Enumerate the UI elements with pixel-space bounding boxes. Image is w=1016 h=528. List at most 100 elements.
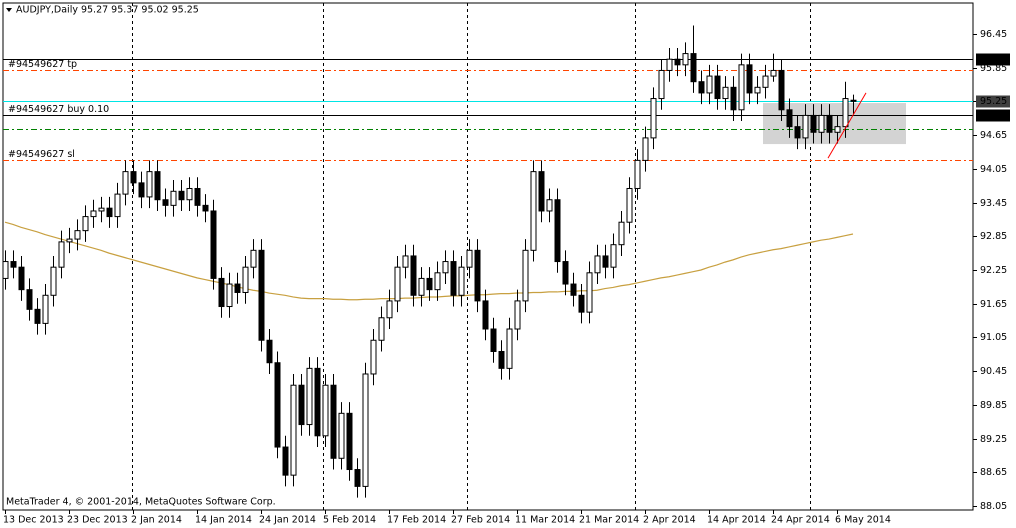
level-label: #94549627 tp <box>8 59 77 70</box>
candle-body <box>322 384 329 437</box>
candle-body <box>426 277 433 291</box>
candle-body <box>42 294 49 324</box>
candle-body <box>482 300 489 330</box>
candle-body <box>50 266 57 296</box>
candle-body <box>234 283 241 293</box>
x-tick-label: 14 Apr 2014 <box>707 515 766 526</box>
candle-body <box>762 75 769 88</box>
candle-body <box>258 249 265 341</box>
candle-body <box>146 171 153 198</box>
candle-body <box>194 187 201 206</box>
candle-body <box>202 204 209 212</box>
candle-body <box>538 171 545 212</box>
candle-body <box>26 289 33 310</box>
price-box <box>976 53 1010 66</box>
candle-body <box>634 159 641 189</box>
chart-title: AUDJPY,Daily 95.27 95.37 95.02 95.25 <box>16 5 199 16</box>
candle-body <box>458 266 465 296</box>
candle-body <box>306 367 313 426</box>
candle-body <box>698 81 705 94</box>
x-tick-label: 24 Jan 2014 <box>259 515 316 526</box>
candle-body <box>178 190 185 201</box>
candle-body <box>2 261 9 279</box>
candle-body <box>818 114 825 133</box>
candle-body <box>98 207 105 212</box>
x-tick-label: 2 Jan 2014 <box>131 515 182 526</box>
x-tick-label: 27 Feb 2014 <box>451 515 510 526</box>
candle-body <box>602 255 609 268</box>
candle-body <box>690 53 697 83</box>
candle-body <box>546 199 553 212</box>
x-tick-label: 17 Feb 2014 <box>387 515 446 526</box>
candle-body <box>242 266 249 293</box>
candle-body <box>466 249 473 268</box>
candle-body <box>530 171 537 251</box>
candle-body <box>810 114 817 133</box>
y-tick-label: 94.05 <box>980 164 1007 175</box>
candle-body <box>594 255 601 274</box>
plot-frame <box>2 2 974 511</box>
y-tick-label: 96.45 <box>980 29 1007 40</box>
candle-body <box>10 261 17 268</box>
candle-body <box>730 86 737 111</box>
menu-arrow <box>6 8 12 12</box>
candle-body <box>786 109 793 128</box>
level-label: #94549627 sl <box>8 149 75 160</box>
x-tick-label: 2 Apr 2014 <box>643 515 696 526</box>
candle-body <box>138 182 145 198</box>
candle-body <box>506 328 513 369</box>
candle-body <box>186 187 193 201</box>
x-tick-label: 13 Dec 2013 <box>3 515 64 526</box>
candle-body <box>626 187 633 223</box>
candle-body <box>274 362 281 448</box>
x-tick-label: 5 Feb 2014 <box>323 515 376 526</box>
candle-body <box>314 367 321 437</box>
x-tick-label: 21 Mar 2014 <box>579 515 639 526</box>
candle-body <box>170 190 177 206</box>
candle-body <box>770 69 777 77</box>
level-label: #94549627 buy 0.10 <box>8 104 109 115</box>
candle-body <box>610 244 617 268</box>
candle-body <box>90 210 97 218</box>
candle-body <box>754 86 761 94</box>
candle-body <box>346 412 353 471</box>
candle-body <box>282 446 289 476</box>
y-tick-label: 91.65 <box>980 299 1007 310</box>
candle-body <box>418 277 425 296</box>
candle-body <box>66 238 73 243</box>
candle-body <box>210 210 217 279</box>
level-axis-label: 96.00 <box>980 54 1007 65</box>
candle-body <box>434 272 441 291</box>
candle-body <box>474 249 481 302</box>
candle-body <box>378 317 385 341</box>
candle-body <box>514 300 521 330</box>
candle-body <box>250 249 257 268</box>
candle-body <box>218 277 225 308</box>
candle-body <box>394 266 401 302</box>
candle-body <box>82 216 89 232</box>
candles <box>2 25 867 498</box>
y-tick-label: 89.85 <box>980 400 1007 411</box>
candle-body <box>618 221 625 246</box>
candle-body <box>370 339 377 375</box>
x-tick-label: 6 May 2014 <box>835 515 891 526</box>
y-tick-label: 88.65 <box>980 467 1007 478</box>
candle-body <box>658 69 665 100</box>
candle-body <box>354 469 361 487</box>
candle-body <box>850 99 857 102</box>
candle-body <box>738 64 745 111</box>
candle-body <box>402 255 409 268</box>
candle-body <box>746 64 753 94</box>
x-tick-label: 23 Dec 2013 <box>67 515 128 526</box>
y-tick-label: 95.85 <box>980 63 1007 74</box>
candle-body <box>642 137 649 161</box>
y-tick-label: 93.45 <box>980 198 1007 209</box>
candle-body <box>386 300 393 319</box>
candle-body <box>842 98 849 128</box>
candle-body <box>410 255 417 296</box>
y-tick-label: 92.25 <box>980 265 1007 276</box>
candle-body <box>298 384 305 426</box>
candle-body <box>58 241 65 268</box>
candle-body <box>666 58 673 71</box>
y-tick-label: 94.65 <box>980 130 1007 141</box>
